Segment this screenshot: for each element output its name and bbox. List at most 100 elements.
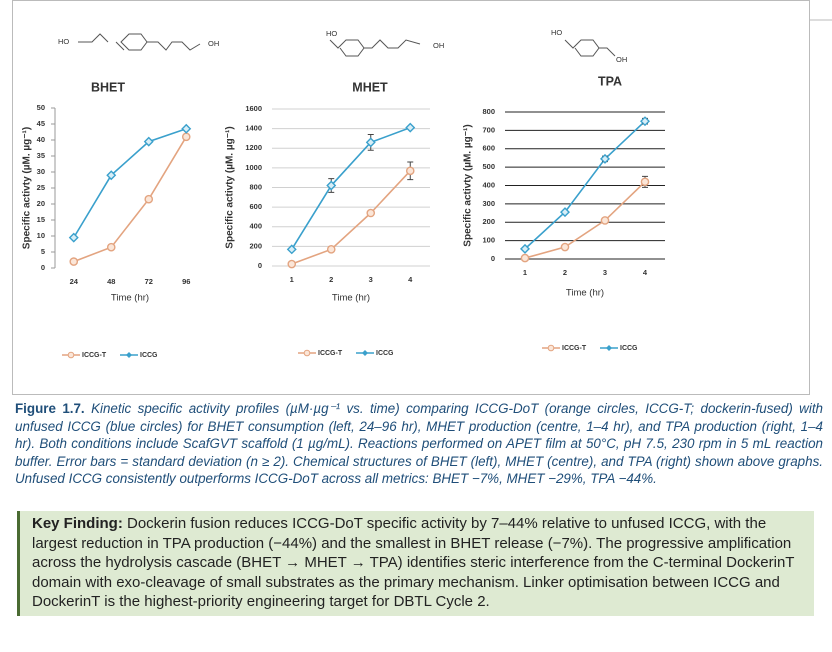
x-tick-label: 4 (643, 268, 648, 277)
y-tick-label: 100 (482, 236, 495, 245)
legend-marker (126, 352, 132, 358)
data-point (366, 208, 376, 218)
structure-label: OH (433, 41, 444, 50)
y-tick-label: 10 (37, 231, 45, 240)
x-axis-label: Time (hr) (566, 288, 604, 299)
data-point (68, 232, 79, 243)
y-tick-label: 1000 (245, 163, 262, 172)
chart-title: BHET (91, 80, 125, 94)
y-axis-label: Specific activty (µM. µg⁻¹) (225, 126, 236, 248)
x-tick-label: 1 (290, 275, 294, 284)
legend-label: ICCG-T (82, 352, 107, 359)
y-tick-label: 30 (37, 167, 45, 176)
y-tick-label: 200 (482, 217, 495, 226)
structures (78, 33, 616, 57)
y-tick-label: 500 (482, 162, 495, 171)
y-axis-label: Specific activty (µM. µg⁻¹) (22, 127, 33, 249)
data-point (405, 166, 415, 176)
data-point (520, 243, 530, 254)
series-line (524, 120, 646, 250)
x-axis-label: Time (hr) (332, 293, 370, 304)
data-point (144, 194, 154, 204)
legend-label: ICCG (620, 345, 638, 352)
x-tick-label: 4 (408, 275, 413, 284)
y-tick-label: 800 (482, 107, 495, 116)
data-point (405, 122, 416, 133)
y-tick-label: 20 (37, 199, 45, 208)
data-point (600, 153, 610, 164)
caption-text: Kinetic specific activity profiles (µM·µ… (15, 401, 823, 486)
data-point (286, 244, 297, 255)
data-point (560, 207, 570, 218)
data-point (106, 170, 117, 181)
x-tick-label: 48 (107, 277, 115, 286)
y-tick-label: 300 (482, 199, 495, 208)
x-tick-label: 72 (145, 277, 153, 286)
x-tick-label: 3 (603, 268, 607, 277)
y-tick-label: 25 (37, 183, 45, 192)
legend-marker (547, 344, 555, 352)
data-point (287, 259, 297, 269)
chart-title: MHET (352, 80, 388, 94)
data-point (640, 177, 650, 187)
data-point (326, 180, 337, 191)
data-point (326, 245, 336, 254)
data-point (69, 257, 79, 266)
x-axis-label: Time (hr) (111, 293, 149, 304)
figure: BHET Time (hr) Specific activty (µM. µg⁻¹)… (12, 0, 832, 395)
x-tick-label: 1 (523, 268, 527, 277)
y-tick-label: 1600 (245, 104, 262, 113)
y-tick-label: 700 (482, 125, 495, 134)
legend-marker (606, 345, 612, 351)
series-line (291, 170, 411, 265)
legend-label: ICCG-T (562, 345, 587, 352)
key-finding-label: Key Finding: (32, 515, 123, 532)
structure-label: HO (551, 28, 562, 37)
data-point (520, 253, 530, 263)
figure-frame (12, 0, 810, 395)
y-tick-label: 5 (41, 247, 45, 256)
series-line (524, 181, 646, 259)
structure-label: OH (208, 39, 219, 48)
y-tick-label: 600 (249, 202, 262, 211)
series-line (73, 128, 187, 239)
legend-marker (67, 351, 75, 359)
legend-marker (362, 350, 368, 356)
y-tick-label: 600 (482, 144, 495, 153)
data-point (106, 242, 116, 252)
y-tick-label: 1400 (245, 124, 262, 133)
series-line (73, 136, 187, 263)
chart-title: TPA (598, 74, 622, 88)
series-line (291, 126, 411, 250)
data-point (181, 132, 191, 142)
y-tick-label: 200 (249, 241, 262, 250)
data-point (600, 216, 610, 225)
y-tick-label: 35 (37, 151, 45, 160)
y-tick-label: 0 (491, 254, 495, 263)
key-finding-text: Dockerin fusion reduces ICCG-DoT specifi… (32, 515, 795, 610)
y-tick-label: 400 (482, 180, 495, 189)
legend-marker (303, 349, 311, 357)
y-axis-label: Specific activty (µM. µg⁻¹) (463, 124, 474, 246)
y-tick-label: 15 (37, 215, 45, 224)
key-finding: Key Finding: Dockerin fusion reduces ICC… (17, 511, 814, 616)
y-tick-label: 1200 (245, 143, 262, 152)
data-point (365, 137, 376, 148)
data-point (640, 116, 650, 127)
y-tick-label: 40 (37, 135, 45, 144)
y-tick-label: 0 (41, 263, 45, 272)
data-point (560, 242, 570, 252)
data-point (181, 123, 192, 134)
data-point (143, 136, 154, 147)
charts: BHET Time (hr) Specific activty (µM. µg⁻¹)… (22, 28, 665, 359)
structure-label: OH (616, 55, 627, 64)
structure-label: HO (58, 37, 69, 46)
x-tick-label: 24 (70, 277, 79, 286)
y-tick-label: 0 (258, 261, 262, 270)
legend-label: ICCG (140, 352, 158, 359)
caption-label: Figure 1.7. (15, 401, 85, 416)
x-tick-label: 2 (329, 275, 333, 284)
y-tick-label: 800 (249, 182, 262, 191)
y-tick-label: 45 (37, 119, 45, 128)
